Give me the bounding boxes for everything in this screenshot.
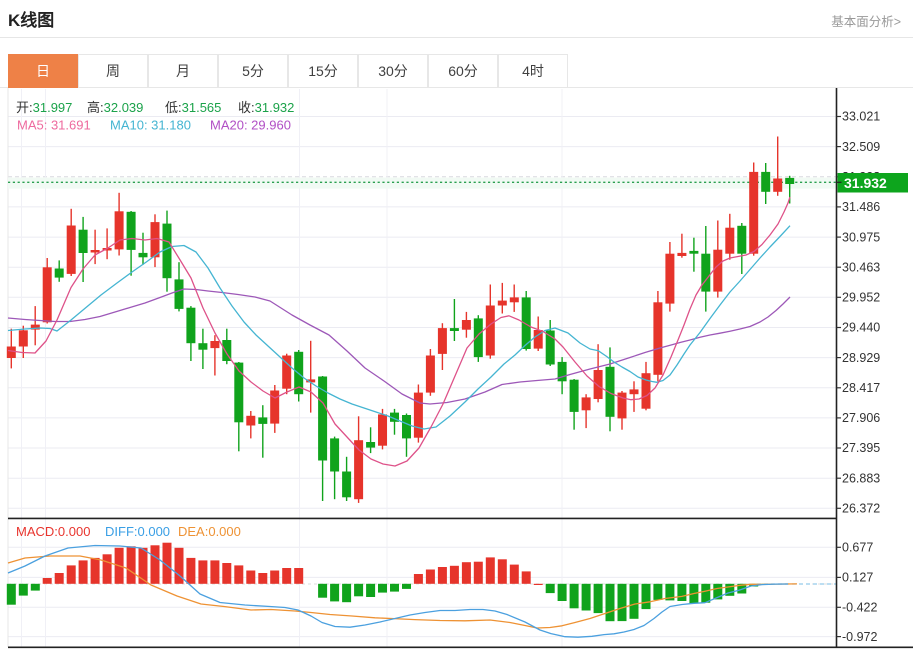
svg-text:0.127: 0.127 <box>842 571 873 585</box>
svg-text:开:31.997: 开:31.997 <box>16 100 72 115</box>
svg-text:-0.972: -0.972 <box>842 630 877 644</box>
svg-text:32.509: 32.509 <box>842 140 880 154</box>
svg-text:DEA:0.000: DEA:0.000 <box>178 524 241 539</box>
svg-text:高:32.039: 高:32.039 <box>87 100 143 115</box>
svg-text:MA5: 31.691: MA5: 31.691 <box>17 118 91 133</box>
svg-text:31.932: 31.932 <box>844 175 887 191</box>
svg-text:DIFF:0.000: DIFF:0.000 <box>105 524 170 539</box>
svg-text:27.906: 27.906 <box>842 411 880 425</box>
svg-text:收:31.932: 收:31.932 <box>238 100 294 115</box>
svg-text:30.975: 30.975 <box>842 230 880 244</box>
svg-text:27.395: 27.395 <box>842 441 880 455</box>
svg-text:28.417: 28.417 <box>842 381 880 395</box>
svg-text:26.372: 26.372 <box>842 502 880 516</box>
svg-text:33.021: 33.021 <box>842 110 880 124</box>
svg-text:31.486: 31.486 <box>842 200 880 214</box>
svg-text:-0.422: -0.422 <box>842 601 877 615</box>
svg-text:28.929: 28.929 <box>842 351 880 365</box>
svg-text:MA10: 31.180: MA10: 31.180 <box>110 118 191 133</box>
svg-text:30.463: 30.463 <box>842 260 880 274</box>
svg-text:MACD:0.000: MACD:0.000 <box>16 524 90 539</box>
svg-text:低:31.565: 低:31.565 <box>165 100 221 115</box>
svg-text:26.883: 26.883 <box>842 471 880 485</box>
svg-text:MA20: 29.960: MA20: 29.960 <box>210 118 291 133</box>
svg-text:29.440: 29.440 <box>842 321 880 335</box>
svg-text:29.952: 29.952 <box>842 291 880 305</box>
svg-text:0.677: 0.677 <box>842 541 873 555</box>
